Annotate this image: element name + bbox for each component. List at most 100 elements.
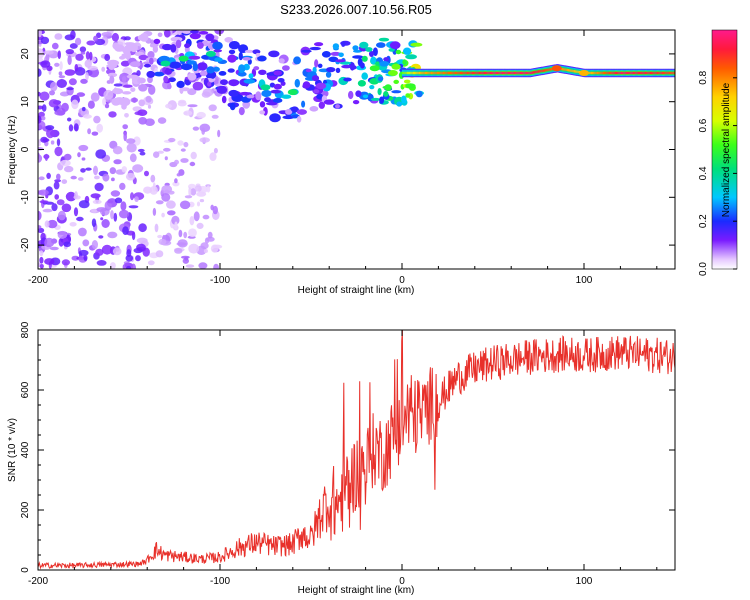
heatmap-tone-cell bbox=[406, 71, 408, 75]
heatmap-ridge-blob bbox=[293, 56, 301, 65]
heatmap-tone-cell bbox=[424, 71, 427, 75]
heatmap-tone-cell bbox=[643, 71, 645, 75]
heatmap-tone-cell bbox=[414, 71, 416, 75]
heatmap-noise-blob bbox=[204, 237, 210, 244]
heatmap-ridge-blob bbox=[259, 110, 266, 115]
heatmap-ridge-blob bbox=[370, 56, 377, 65]
heatmap-tone-cell bbox=[471, 71, 474, 75]
heatmap-noise-blob bbox=[61, 259, 70, 266]
heatmap-noise-blob bbox=[192, 126, 200, 131]
heatmap-tone-cell bbox=[596, 71, 598, 75]
heatmap-noise-blob bbox=[150, 174, 156, 183]
heatmap-ridge-blob bbox=[317, 63, 323, 68]
heatmap-ridge-blob bbox=[326, 67, 336, 73]
heatmap-ridge-blob bbox=[213, 49, 222, 53]
heatmap-noise-blob bbox=[153, 151, 160, 158]
heatmap-ridge-blob bbox=[176, 80, 185, 88]
heatmap-ridge-blob bbox=[290, 106, 299, 113]
heatmap-noise-blob bbox=[194, 185, 202, 192]
heatmap-ridge-blob bbox=[348, 90, 354, 100]
heatmap-tone-cell bbox=[594, 71, 596, 75]
heatmap-ridge-blob bbox=[243, 78, 256, 84]
heatmap-noise-blob bbox=[112, 247, 122, 256]
heatmap-tone-cell bbox=[516, 71, 519, 75]
heatmap-noise-blob bbox=[82, 106, 86, 112]
heatmap-noise-blob bbox=[206, 185, 211, 193]
heatmap-ridge-blob bbox=[189, 30, 199, 34]
heatmap-noise-blob bbox=[101, 66, 106, 72]
heatmap-tone-cell bbox=[473, 71, 475, 75]
heatmap-ridge-blob bbox=[391, 63, 401, 70]
heatmap-noise-blob bbox=[48, 99, 59, 108]
heatmap-tone-cell bbox=[665, 71, 667, 75]
heatmap-noise-blob bbox=[56, 199, 65, 206]
heatmap-noise-blob bbox=[129, 153, 137, 163]
heatmap-tone-cell bbox=[657, 71, 659, 75]
heatmap-tone-cell bbox=[444, 71, 446, 75]
heatmap-tone-cell bbox=[450, 71, 452, 75]
heatmap-xtick-label: -100 bbox=[210, 275, 230, 286]
heatmap-ridge-blob bbox=[149, 57, 154, 65]
heatmap-ridge-blob bbox=[119, 99, 130, 103]
heatmap-tone-cell bbox=[668, 71, 670, 75]
heatmap-tone-cell bbox=[517, 71, 520, 75]
heatmap-ridge-blob bbox=[389, 41, 401, 50]
heatmap-ridge-blob bbox=[198, 31, 209, 35]
heatmap-tone-cell bbox=[639, 71, 641, 75]
heatmap-tone-cell bbox=[660, 71, 663, 75]
heatmap-ridge-blob bbox=[278, 58, 285, 64]
heatmap-noise-blob bbox=[167, 210, 176, 216]
heatmap-tone-cell bbox=[570, 69, 572, 72]
heatmap-noise-blob bbox=[61, 179, 68, 185]
heatmap-noise-blob bbox=[39, 256, 44, 264]
heatmap-tone-cell bbox=[535, 70, 537, 74]
heatmap-ridge-blob bbox=[192, 81, 204, 91]
heatmap-noise-blob bbox=[40, 36, 50, 45]
snr-ytick-label: 200 bbox=[20, 501, 31, 518]
heatmap-tone-cell bbox=[421, 71, 424, 75]
heatmap-noise-blob bbox=[93, 115, 101, 124]
heatmap-ridge-blob bbox=[121, 103, 127, 110]
snr-ylabel: SNR (10 * v/v) bbox=[7, 418, 18, 482]
heatmap-noise-blob bbox=[152, 207, 157, 216]
heatmap-ridge-blob bbox=[370, 97, 381, 101]
heatmap-noise-blob bbox=[54, 146, 63, 157]
heatmap-tone-cell bbox=[497, 71, 499, 75]
heatmap-noise-blob bbox=[42, 138, 50, 143]
heatmap-noise-blob bbox=[54, 62, 60, 67]
heatmap-ridge-blob bbox=[199, 70, 208, 77]
heatmap-tone-cell bbox=[608, 71, 610, 75]
heatmap-tone-cell bbox=[518, 71, 521, 75]
heatmap-tone-cell bbox=[592, 71, 594, 75]
heatmap-noise-blob bbox=[189, 161, 196, 167]
heatmap-noise-blob bbox=[56, 138, 61, 147]
heatmap-noise-blob bbox=[100, 217, 104, 221]
heatmap-ridge-blob bbox=[197, 62, 208, 71]
heatmap-tone-cell bbox=[598, 71, 600, 75]
heatmap-noise-blob bbox=[180, 148, 186, 152]
heatmap-ridge-blob bbox=[242, 57, 251, 61]
heatmap-tone-cell bbox=[664, 71, 666, 75]
heatmap-ridge-blob bbox=[197, 41, 204, 49]
heatmap-tone-cell bbox=[663, 71, 665, 75]
heatmap-ridge-blob bbox=[244, 49, 254, 54]
heatmap-noise-blob bbox=[78, 177, 84, 181]
heatmap-ridge-blob bbox=[285, 109, 293, 115]
heatmap-ridge-blob bbox=[206, 66, 215, 74]
colorbar-tick-label: 0.0 bbox=[698, 262, 709, 276]
heatmap-tone-cell bbox=[549, 68, 551, 71]
heatmap-ridge-blob bbox=[188, 55, 201, 60]
heatmap-tone-cell bbox=[658, 71, 660, 75]
heatmap-tone-cell bbox=[590, 71, 593, 75]
heatmap-noise-blob bbox=[52, 42, 59, 50]
heatmap-tone-cell bbox=[614, 71, 617, 75]
heatmap-noise-blob bbox=[63, 241, 71, 248]
heatmap-ridge-blob bbox=[109, 75, 115, 84]
heatmap-noise-blob bbox=[82, 239, 90, 247]
heatmap-noise-blob bbox=[120, 201, 127, 211]
heatmap-noise-blob bbox=[187, 88, 197, 96]
heatmap-tone-cell bbox=[625, 71, 628, 75]
heatmap-tone-cell bbox=[457, 71, 460, 75]
heatmap-noise-blob bbox=[38, 142, 42, 147]
heatmap-tone-cell bbox=[528, 71, 531, 75]
